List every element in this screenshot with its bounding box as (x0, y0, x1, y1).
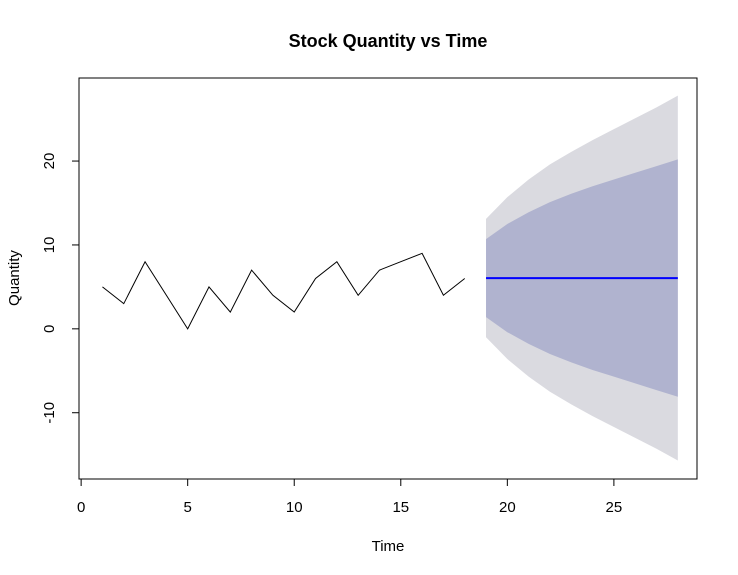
x-axis: 0 5 10 15 20 25 (77, 478, 623, 516)
x-axis-label: Time (372, 538, 405, 555)
y-tick-label: 20 (41, 153, 58, 170)
x-tick-label: 15 (392, 499, 409, 516)
y-axis-label: Quantity (6, 250, 23, 306)
x-tick-label: 0 (77, 499, 85, 516)
y-axis: -10 0 10 20 (41, 153, 80, 424)
data-lines (102, 252, 678, 330)
y-tick-label: -10 (41, 402, 58, 424)
x-tick-label: 5 (184, 499, 192, 516)
y-tick-label: 10 (41, 237, 58, 254)
x-tick-label: 25 (606, 499, 623, 516)
x-tick-label: 10 (286, 499, 303, 516)
chart-title: Stock Quantity vs Time (289, 31, 488, 51)
x-tick-label: 20 (499, 499, 516, 516)
observed-series-line (102, 252, 466, 330)
y-tick-label: 0 (41, 325, 58, 333)
